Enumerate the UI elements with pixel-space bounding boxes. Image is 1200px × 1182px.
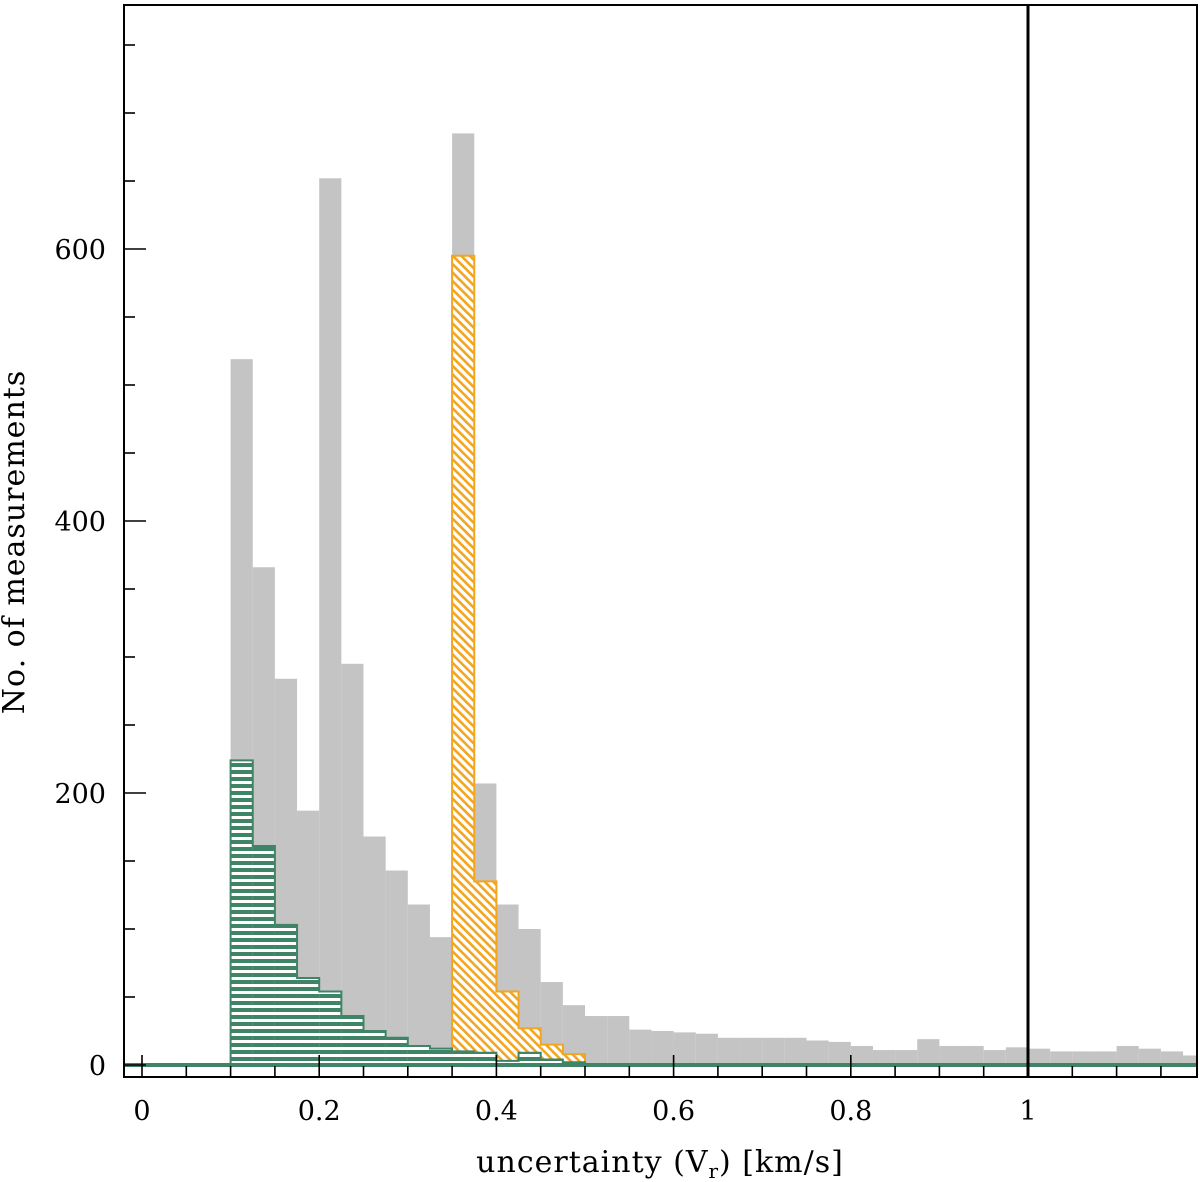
x-axis-title-main: uncertainty (V [476,1145,709,1180]
gray-bar [607,1016,630,1065]
gray-bar [1072,1051,1095,1065]
green-bar [496,1060,519,1065]
x-tick-label: 0.2 [298,1096,341,1127]
gray-bar [717,1037,741,1065]
gray-bar [828,1041,851,1065]
y-tick-label: 600 [54,235,106,266]
green-bar [429,1048,453,1065]
orange-bar [562,1054,585,1065]
gray-bar [363,836,386,1065]
green-histogram [229,759,586,1065]
gray-bar [429,937,453,1065]
gray-bar [562,1005,585,1065]
y-tick-label: 400 [54,507,106,538]
y-axis-title: No. of measurements [0,370,32,714]
orange-bar [496,991,519,1065]
y-tick-label: 0 [89,1051,106,1082]
x-tick-label: 0.4 [475,1096,518,1127]
y-tick-labels: 0 200 400 600 [54,235,106,1082]
x-tick-label: 1 [1019,1096,1036,1127]
gray-bar [385,870,408,1065]
gray-bar [1028,1048,1051,1065]
gray-bar [1160,1051,1184,1065]
x-tick-labels: 0 0.2 0.4 0.6 0.8 1 [133,1096,1036,1127]
green-bar [518,1052,541,1065]
y-tick-label: 200 [54,779,106,810]
plot-frame [123,4,1198,1078]
green-bar [452,1051,475,1065]
gray-bar [1005,1047,1028,1065]
gray-bar [983,1050,1006,1065]
x-axis-title-subscript: r [708,1159,719,1182]
green-bar [252,846,275,1065]
green-bar [407,1045,430,1065]
gray-bar [695,1033,718,1065]
gray-bar [407,904,430,1065]
orange-outline [451,254,586,1065]
gray-bar [341,663,364,1065]
green-outline [229,759,586,1065]
gray-bar [651,1031,674,1065]
green-bar [319,991,342,1065]
orange-bar [452,255,475,1066]
gray-bar [585,1016,608,1065]
orange-bar [474,881,497,1065]
gray-bar [1050,1051,1073,1065]
green-bar [385,1037,408,1065]
gray-bar [629,1029,652,1065]
x-tick-label: 0.8 [829,1096,872,1127]
green-bar [341,1016,364,1065]
green-bar [474,1052,497,1065]
green-bar [540,1059,563,1065]
gray-bar [872,1050,896,1065]
gray-bar [806,1040,829,1065]
gray-bar [961,1045,984,1065]
green-bar [297,977,320,1065]
gray-bar [895,1050,918,1065]
green-bar [274,924,298,1065]
plot-area [125,5,1196,1077]
gray-bar [762,1037,785,1065]
gray-bar [917,1039,940,1065]
gray-bar [784,1037,807,1065]
x-tick-label: 0 [133,1096,150,1127]
gray-bar [939,1045,962,1065]
x-tick-label: 0.6 [652,1096,695,1127]
gray-bar [319,178,342,1065]
axis-ticks [124,44,1162,1077]
x-axis-title: uncertainty (Vr) [km/s] [476,1145,844,1182]
orange-histogram [451,254,586,1066]
x-axis-title-suffix: ) [km/s] [719,1145,844,1180]
gray-bar [1183,1055,1196,1065]
green-bar [363,1031,386,1065]
gray-bar [850,1045,873,1065]
gray-bar [1138,1048,1161,1065]
gray-bar [1094,1051,1117,1065]
green-bar [230,760,253,1065]
gray-histogram [230,133,1196,1065]
gray-bar [673,1032,696,1065]
gray-bar [740,1037,763,1065]
gray-bar [1116,1045,1139,1065]
